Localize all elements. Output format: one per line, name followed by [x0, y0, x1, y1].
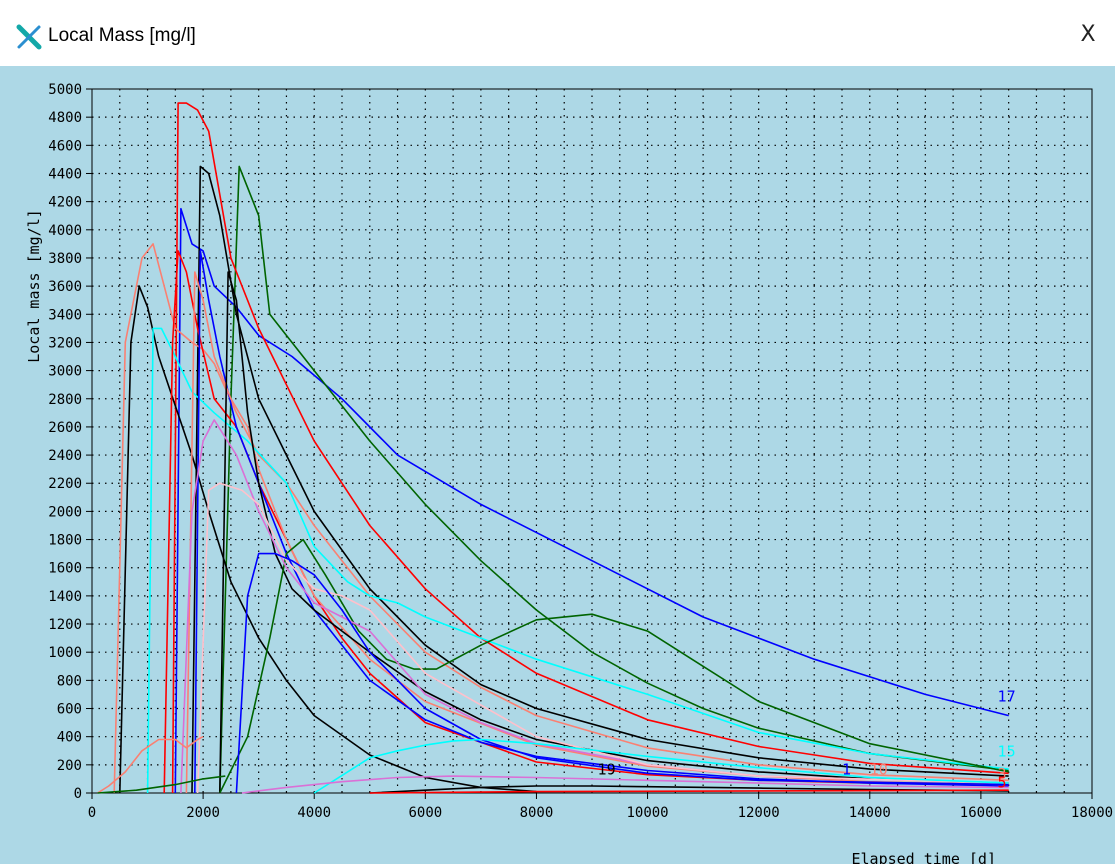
series-annotation: 19	[598, 761, 616, 779]
series-line-12	[219, 538, 1009, 794]
app-x-icon	[16, 24, 42, 50]
title-bar: Local Mass [mg/l] X	[0, 0, 1115, 66]
y-tick-label: 1400	[48, 589, 82, 605]
x-tick-label: 12000	[738, 805, 780, 821]
y-tick-label: 400	[57, 730, 82, 746]
series-line-10	[185, 271, 1009, 794]
series-line-2	[219, 165, 1009, 794]
series-line-6	[119, 285, 537, 794]
series-line-1	[174, 207, 1009, 794]
y-tick-label: 4800	[48, 110, 82, 126]
series-line-11	[219, 271, 1009, 794]
y-tick-label: 3000	[48, 364, 82, 380]
series-annotation: 1	[842, 761, 851, 779]
series-line-15	[235, 552, 1009, 794]
chart-area: 0 2000 4000 6000 8000 10000 12000 14000 16000 180…	[0, 66, 1115, 864]
x-tick-label: 16000	[960, 805, 1002, 821]
x-tick-label: 14000	[849, 805, 891, 821]
y-tick-label: 3200	[48, 335, 82, 351]
y-tick-label: 2800	[48, 392, 82, 408]
x-tick-label: 8000	[520, 805, 554, 821]
annotations: 17 19 1 10 15 35	[598, 687, 1016, 791]
axes: 0 2000 4000 6000 8000 10000 12000 14000 16000 180…	[48, 82, 1113, 821]
y-tick-label: 5000	[48, 82, 82, 98]
x-tick-label: 4000	[297, 805, 331, 821]
series-line-19	[369, 785, 1009, 794]
y-tick-label: 600	[57, 702, 82, 718]
series-annotation: 17	[998, 687, 1016, 705]
series-lines	[97, 102, 1009, 794]
x-tick-label: 0	[88, 805, 96, 821]
series-line-9	[194, 250, 1009, 794]
y-tick-label: 2600	[48, 420, 82, 436]
series-line-18	[313, 738, 1009, 794]
series-line-13	[180, 419, 1009, 794]
y-axis-label: Local mass [mg/l]	[25, 209, 43, 363]
x-tick-label: 18000	[1071, 805, 1113, 821]
y-tick-label: 2000	[48, 504, 82, 520]
y-tick-label: 3800	[48, 251, 82, 267]
line-chart: 0 2000 4000 6000 8000 10000 12000 14000 16000 180…	[25, 82, 1113, 864]
series-line-16	[97, 735, 204, 794]
y-tick-label: 3400	[48, 307, 82, 323]
x-tick-label: 10000	[626, 805, 668, 821]
y-tick-label: 4200	[48, 195, 82, 211]
y-tick-label: 1800	[48, 533, 82, 549]
series-line-4	[191, 165, 1009, 794]
x-tick-label: 2000	[186, 805, 220, 821]
close-button[interactable]: X	[1080, 22, 1096, 47]
series-line-3	[171, 102, 1009, 794]
y-tick-label: 1200	[48, 617, 82, 633]
series-annotation: 5	[998, 773, 1007, 791]
series-annotation: 10	[870, 761, 888, 779]
y-tick-label: 4000	[48, 223, 82, 239]
series-line-8	[163, 250, 1009, 794]
y-tick-label: 200	[57, 758, 82, 774]
y-tick-label: 3600	[48, 279, 82, 295]
window-title: Local Mass [mg/l]	[48, 25, 196, 46]
y-tick-label: 800	[57, 673, 82, 689]
series-line-7	[146, 327, 1009, 794]
series-annotation: 15	[998, 742, 1016, 760]
y-tick-label: 1600	[48, 561, 82, 577]
series-annotation: 3	[998, 765, 1007, 783]
x-tick-label: 6000	[408, 805, 442, 821]
y-tick-label: 4600	[48, 138, 82, 154]
x-axis-label: Elapsed time [d]	[852, 850, 997, 864]
series-line-21	[369, 789, 1009, 794]
plot-frame	[91, 88, 1093, 794]
y-tick-label: 1000	[48, 645, 82, 661]
series-line-5	[113, 243, 1009, 794]
y-tick-label: 2200	[48, 476, 82, 492]
y-tick-label: 2400	[48, 448, 82, 464]
series-line-17	[97, 775, 226, 794]
y-tick-label: 0	[74, 786, 82, 802]
y-tick-label: 4400	[48, 166, 82, 182]
series-line-20	[241, 775, 1009, 794]
